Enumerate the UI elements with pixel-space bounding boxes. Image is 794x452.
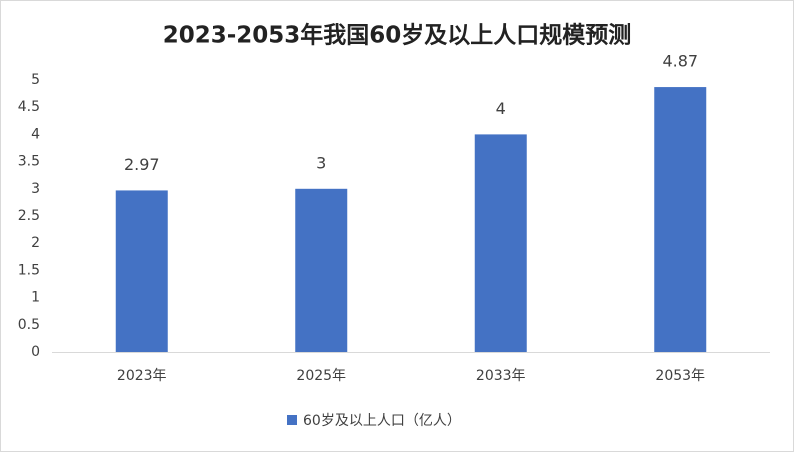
y-tick-label: 3.5 bbox=[18, 154, 40, 170]
y-tick-label: 2 bbox=[31, 235, 40, 251]
x-tick-label: 2025年 bbox=[296, 368, 346, 384]
data-label: 2.97 bbox=[124, 155, 160, 174]
bar bbox=[115, 190, 168, 352]
x-tick-label: 2023年 bbox=[117, 368, 167, 384]
x-tick-label: 2053年 bbox=[655, 368, 705, 384]
x-tick-label: 2033年 bbox=[476, 368, 526, 384]
y-tick-label: 0 bbox=[31, 344, 40, 360]
legend-label: 60岁及以上人口（亿人） bbox=[303, 413, 461, 429]
y-tick-label: 0.5 bbox=[18, 317, 40, 333]
y-tick-label: 1 bbox=[31, 290, 40, 306]
data-label: 4 bbox=[496, 99, 506, 118]
legend-swatch bbox=[287, 415, 297, 425]
chart-title: 2023-2053年我国60岁及以上人口规模预测 bbox=[163, 22, 632, 49]
y-tick-label: 2.5 bbox=[18, 208, 40, 224]
y-tick-label: 5 bbox=[31, 72, 40, 88]
data-label: 4.87 bbox=[662, 52, 698, 71]
y-tick-label: 3 bbox=[31, 181, 40, 197]
y-tick-label: 4 bbox=[31, 126, 40, 142]
bar bbox=[654, 87, 707, 353]
bar bbox=[295, 188, 348, 352]
y-tick-label: 4.5 bbox=[18, 99, 40, 115]
bar bbox=[474, 134, 527, 352]
data-label: 3 bbox=[316, 153, 326, 172]
y-tick-label: 1.5 bbox=[18, 262, 40, 278]
